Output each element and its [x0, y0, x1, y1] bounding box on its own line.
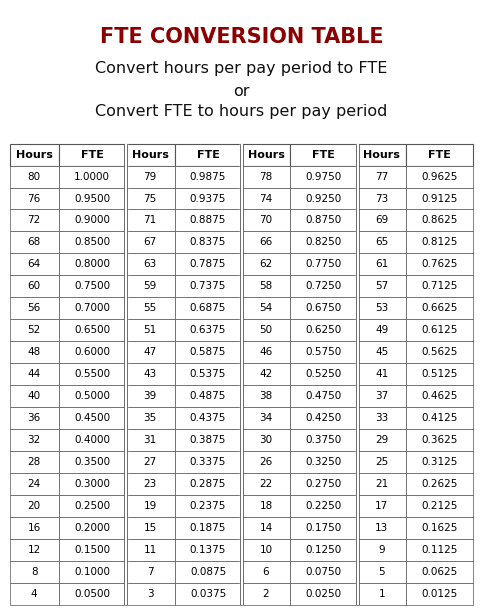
Text: or: or [233, 84, 250, 100]
Text: Convert FTE to hours per pay period: Convert FTE to hours per pay period [95, 104, 388, 119]
Text: FTE CONVERSION TABLE: FTE CONVERSION TABLE [99, 27, 384, 48]
Text: Convert hours per pay period to FTE: Convert hours per pay period to FTE [95, 61, 388, 76]
